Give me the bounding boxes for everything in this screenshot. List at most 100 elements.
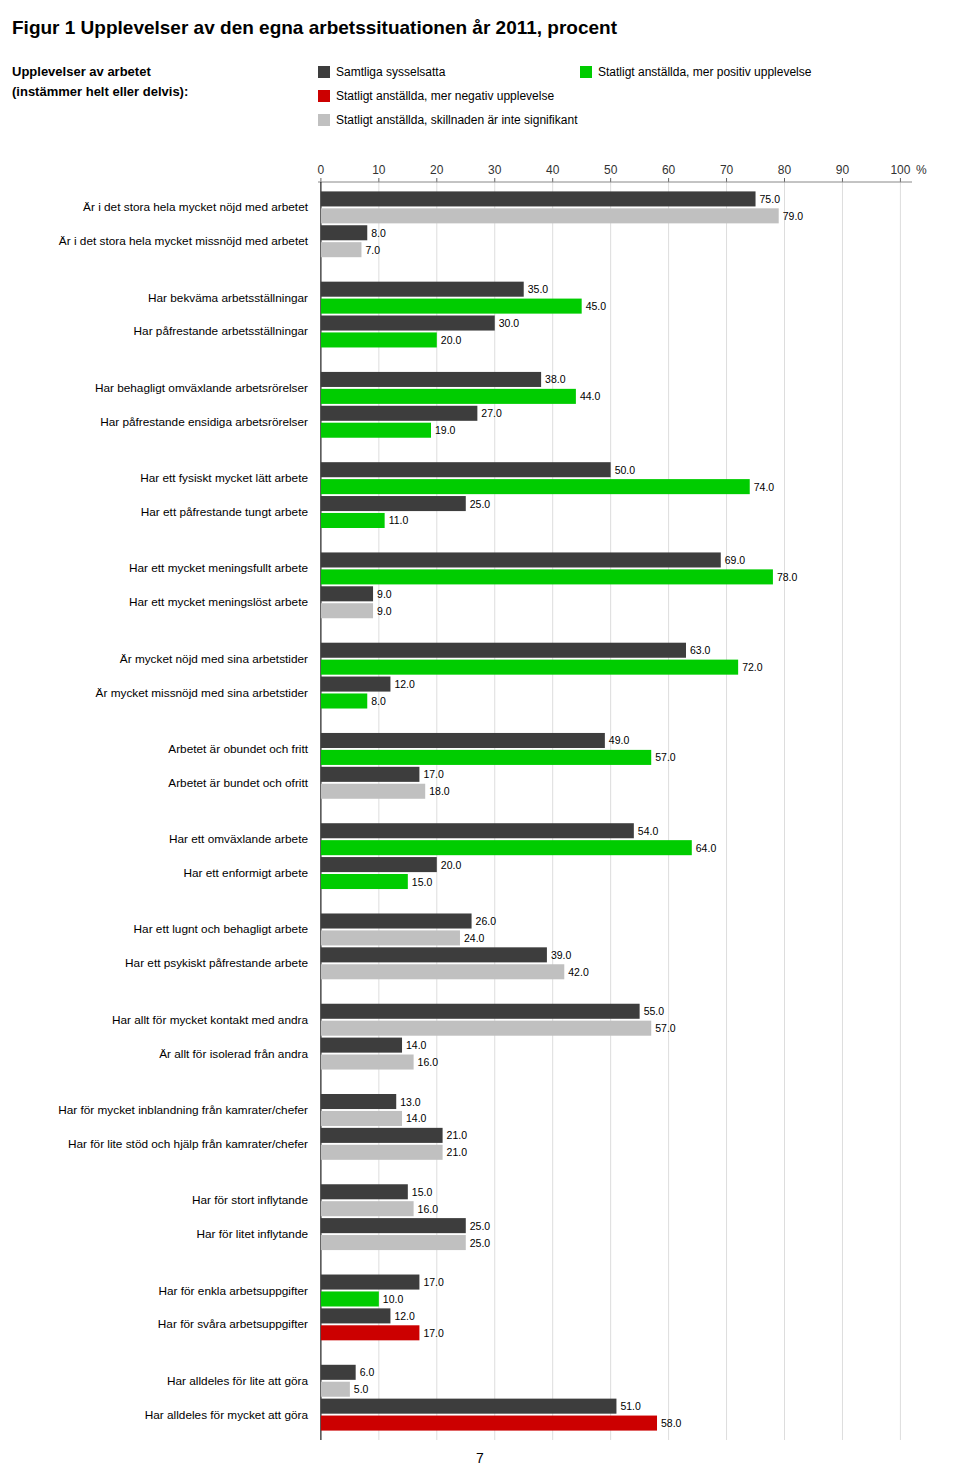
bar [321, 840, 692, 855]
category-label: Har ett enformigt arbete [183, 866, 308, 880]
data-label: 45.0 [586, 300, 607, 312]
data-label: 78.0 [777, 571, 798, 583]
category-label: Arbetet är obundet och fritt [168, 742, 308, 756]
bar [321, 389, 576, 404]
data-label: 42.0 [568, 966, 589, 978]
data-label: 25.0 [470, 1220, 491, 1232]
bar [321, 1184, 408, 1199]
bar [321, 225, 367, 240]
header: Upplevelser av arbetet [12, 64, 151, 79]
bar [321, 1111, 402, 1126]
bar [321, 823, 634, 838]
bar [321, 586, 373, 601]
data-label: 10.0 [383, 1293, 404, 1305]
bar [321, 513, 385, 528]
data-label: 55.0 [644, 1005, 665, 1017]
category-label: Arbetet är bundet och ofritt [168, 776, 308, 790]
bar [321, 299, 582, 314]
tick-label: 20 [430, 163, 444, 177]
legend-swatch [318, 66, 330, 78]
data-label: 19.0 [435, 424, 456, 436]
bar [321, 191, 756, 206]
category-label: Har för stort inflytande [192, 1193, 308, 1207]
data-label: 13.0 [400, 1096, 421, 1108]
data-label: 20.0 [441, 334, 462, 346]
data-label: 69.0 [725, 554, 746, 566]
legend-label: Statligt anställda, mer negativ upplevel… [336, 89, 554, 103]
x-axis: 0102030405060708090100% [318, 163, 927, 1440]
bar [321, 316, 495, 331]
data-label: 6.0 [360, 1366, 375, 1378]
data-label: 7.0 [365, 244, 380, 256]
category-label: Är allt för isolerad från andra [159, 1047, 308, 1061]
bar [321, 1004, 640, 1019]
data-label: 58.0 [661, 1417, 682, 1429]
category-label: Har alldeles för mycket att göra [145, 1408, 309, 1422]
data-label: 17.0 [423, 1327, 444, 1339]
axis-line [318, 182, 912, 183]
data-label: 51.0 [620, 1400, 641, 1412]
bar [321, 552, 721, 567]
data-label: 27.0 [481, 407, 502, 419]
legend-label: Statligt anställda, mer positiv upplevel… [598, 65, 812, 79]
bar [321, 1275, 420, 1290]
data-label: 79.0 [783, 210, 804, 222]
category-label: Har behagligt omväxlande arbetsrörelser [95, 381, 308, 395]
data-label: 63.0 [690, 644, 711, 656]
bar [321, 643, 686, 658]
data-label: 57.0 [655, 1022, 676, 1034]
tick-label: 100 [890, 163, 910, 177]
data-label: 14.0 [406, 1039, 427, 1051]
grid-line [378, 182, 379, 1440]
category-label: Har påfrestande arbetsställningar [134, 324, 309, 338]
data-label: 57.0 [655, 751, 676, 763]
bar [321, 913, 472, 928]
bar [321, 1365, 356, 1380]
category-label: Har ett lugnt och behagligt arbete [134, 922, 309, 936]
category-label: Har för svåra arbetsuppgifter [158, 1317, 308, 1331]
tick [610, 178, 611, 182]
legend-swatch [318, 90, 330, 102]
bar [321, 1399, 617, 1414]
bar [321, 857, 437, 872]
category-label: Har ett påfrestande tungt arbete [141, 505, 309, 519]
bar [321, 569, 773, 584]
page-number: 7 [476, 1450, 484, 1466]
bar [321, 1145, 443, 1160]
tick [668, 178, 669, 182]
category-label: Har påfrestande ensidiga arbetsrörelser [100, 415, 308, 429]
bar [321, 660, 738, 675]
category-label: Har ett mycket meningsfullt arbete [129, 561, 308, 575]
bar [321, 1382, 350, 1397]
data-label: 26.0 [476, 915, 497, 927]
data-label: 25.0 [470, 1237, 491, 1249]
bar [321, 423, 431, 438]
bar [321, 332, 437, 347]
data-label: 50.0 [615, 464, 636, 476]
bar [321, 372, 541, 387]
data-label: 20.0 [441, 859, 462, 871]
data-label: 64.0 [696, 842, 717, 854]
legend-label: Samtliga sysselsatta [336, 65, 446, 79]
tick [842, 178, 843, 182]
data-label: 24.0 [464, 932, 485, 944]
category-label: Har allt för mycket kontakt med andra [112, 1013, 308, 1027]
data-label: 74.0 [754, 481, 775, 493]
tick [900, 178, 901, 182]
bar [321, 1094, 396, 1109]
title: Figur 1 Upplevelser av den egna arbetssi… [12, 17, 618, 38]
bar [321, 1038, 402, 1053]
tick [494, 178, 495, 182]
tick [320, 178, 321, 182]
data-label: 75.0 [760, 193, 781, 205]
bar [321, 1416, 657, 1431]
legend-label: Statligt anställda, skillnaden är inte s… [336, 113, 578, 127]
grid-line [610, 182, 611, 1440]
bar [321, 1128, 443, 1143]
bar [321, 462, 611, 477]
data-label: 12.0 [394, 1310, 415, 1322]
data-label: 16.0 [418, 1203, 439, 1215]
category-label: Har ett psykiskt påfrestande arbete [125, 956, 308, 970]
bar [321, 603, 373, 618]
tick-label: 30 [488, 163, 502, 177]
